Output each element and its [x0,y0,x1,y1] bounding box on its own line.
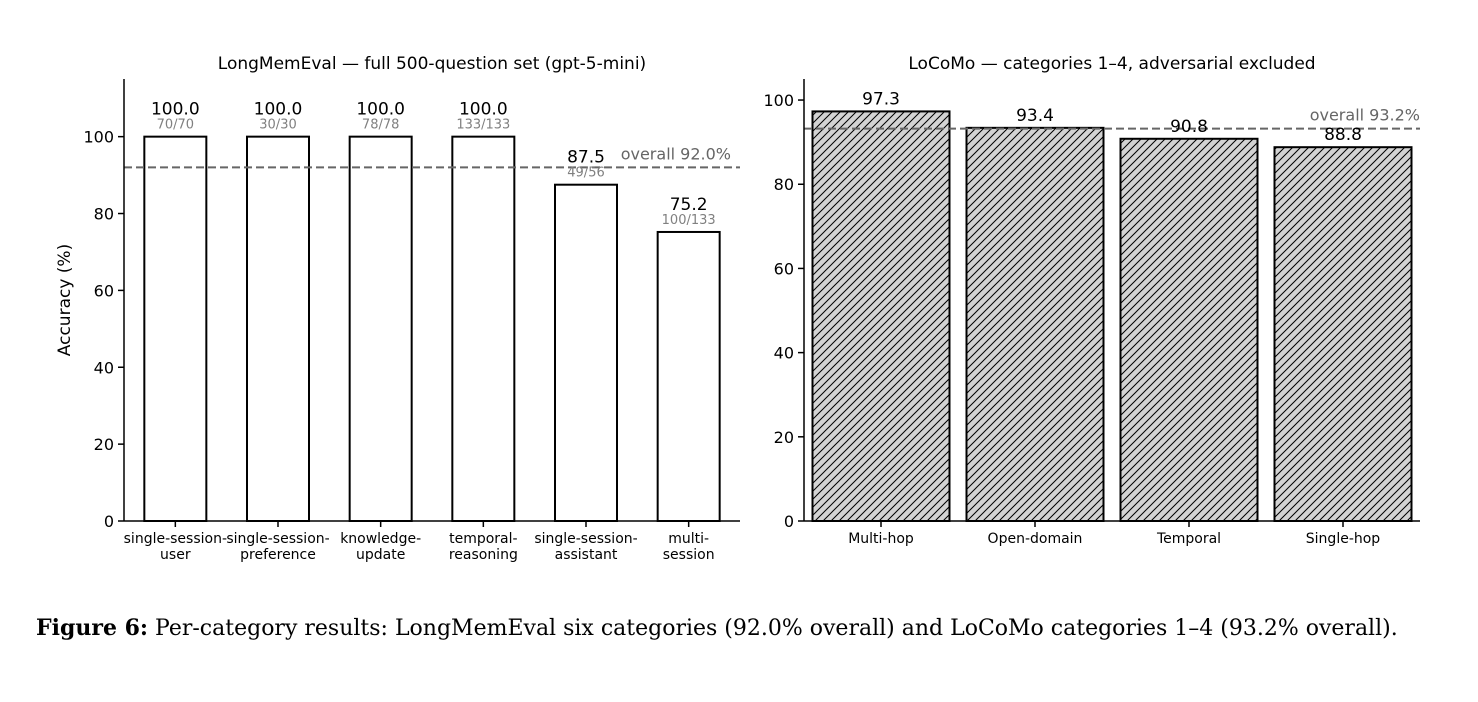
value-label: 100.0 [459,100,508,120]
bar [554,183,618,522]
y-tick-label: 80 [774,175,794,194]
longmemeval-chart: LongMemEval — full 500-question set (gpt… [55,54,740,563]
y-tick-label: 0 [784,512,794,531]
count-label: 133/133 [456,118,510,133]
value-label: 100.0 [356,100,405,120]
y-tick-label: 80 [94,205,114,224]
x-tick-label: Temporal [1156,531,1221,547]
value-label: 87.5 [567,148,605,168]
x-tick-label: preference [240,547,316,563]
y-tick-label: 100 [763,91,794,110]
bar [451,135,516,523]
x-tick-label: multi- [668,531,709,547]
x-tick-label: Multi-hop [848,531,914,547]
y-tick-label: 60 [94,281,114,300]
chart-title: LoCoMo — categories 1–4, adversarial exc… [908,54,1315,74]
y-tick-label: 60 [774,259,794,278]
caption-text: Per-category results: LongMemEval six ca… [148,616,1398,641]
value-label: 90.8 [1170,117,1208,137]
bar [348,135,413,523]
x-tick-label: temporal- [449,531,517,547]
y-tick-label: 20 [774,428,794,447]
locomo-chart: LoCoMo — categories 1–4, adversarial exc… [763,54,1420,547]
bar [143,135,208,523]
count-label: 30/30 [259,118,296,133]
caption-label: Figure 6: [36,615,149,641]
bar [246,135,310,523]
count-label: 70/70 [157,118,194,133]
chart-title: LongMemEval — full 500-question set (gpt… [218,54,646,74]
bar [1119,137,1259,522]
count-label: 49/56 [567,166,604,181]
figure-caption: Figure 6: Per-category results: LongMemE… [36,612,1451,645]
x-tick-label: update [356,547,405,563]
y-tick-label: 0 [104,512,114,531]
count-label: 78/78 [362,118,399,133]
x-tick-label: Open-domain [988,531,1083,547]
bar [1273,146,1413,523]
overall-label: overall 92.0% [621,144,731,163]
value-label: 75.2 [670,195,708,215]
count-label: 100/133 [662,213,716,228]
bar [965,126,1105,522]
value-label: 88.8 [1324,125,1362,145]
x-tick-label: Single-hop [1306,531,1381,547]
y-tick-label: 40 [94,358,114,377]
bar [656,230,721,522]
value-label: 100.0 [151,100,200,120]
value-label: 97.3 [862,89,900,109]
x-tick-label: single-session- [226,531,329,547]
x-tick-label: reasoning [449,547,518,563]
y-axis-label: Accuracy (%) [55,244,75,356]
x-tick-label: assistant [555,547,618,563]
x-tick-label: single-session- [124,531,227,547]
y-tick-label: 40 [774,344,794,363]
x-tick-label: knowledge- [340,531,421,547]
x-tick-label: session [663,547,715,563]
value-label: 100.0 [254,100,303,120]
overall-label: overall 93.2% [1310,106,1420,125]
x-tick-label: single-session- [534,531,637,547]
x-tick-label: user [160,547,191,563]
value-label: 93.4 [1016,106,1054,126]
bar [811,110,951,522]
y-tick-label: 100 [83,128,114,147]
y-tick-label: 20 [94,435,114,454]
